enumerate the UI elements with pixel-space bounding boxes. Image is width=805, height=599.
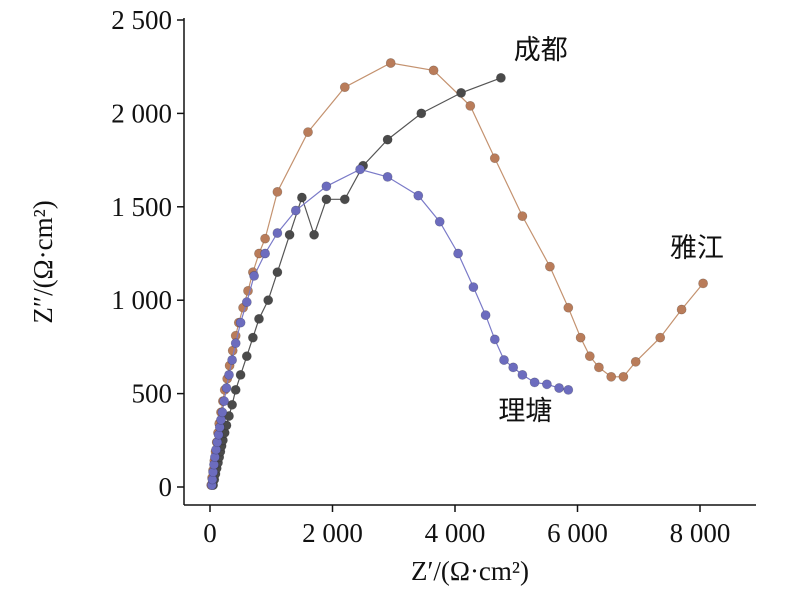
series-label: 理塘 (498, 396, 552, 427)
series-label: 成都 (514, 35, 568, 66)
data-point (230, 338, 241, 349)
data-point (489, 153, 500, 164)
series-line (211, 168, 569, 486)
y-tick-label: 2 000 (111, 98, 172, 128)
data-point (217, 407, 228, 418)
data-point (355, 164, 365, 175)
data-point (554, 383, 564, 393)
data-point (413, 190, 424, 201)
data-point (227, 399, 237, 410)
data-point (339, 82, 350, 93)
data-point (416, 108, 427, 119)
series-line (212, 77, 502, 486)
data-point (249, 270, 259, 281)
data-point (676, 304, 687, 315)
data-point (456, 88, 466, 98)
x-axis-label: Z′/(Ω·cm²) (411, 556, 529, 586)
data-point (260, 248, 270, 259)
data-point (468, 282, 479, 292)
data-point (489, 334, 500, 345)
data-point (224, 369, 234, 380)
data-point (385, 58, 396, 68)
data-point (219, 396, 229, 406)
data-point (227, 355, 237, 365)
y-tick-label: 500 (132, 379, 173, 409)
x-tick-label: 0 (203, 518, 217, 548)
data-point (321, 194, 332, 205)
data-point (247, 332, 258, 343)
data-point (254, 313, 264, 324)
x-tick-label: 4 000 (425, 518, 486, 548)
data-point (272, 228, 283, 238)
data-point (575, 332, 586, 343)
y-tick-label: 2 500 (111, 5, 172, 35)
data-point (517, 369, 528, 380)
data-point (241, 351, 252, 362)
series-layer (206, 58, 708, 490)
y-tick-label: 1 000 (111, 285, 172, 315)
data-point (655, 332, 666, 343)
ticks: 0 2 000 4 000 6 000 8 000 0 500 1 000 1 500 2 000… (111, 5, 730, 548)
data-point (309, 229, 319, 240)
data-point (221, 383, 232, 393)
data-point (260, 233, 270, 244)
data-point (382, 171, 393, 182)
data-point (453, 248, 463, 259)
axes (183, 18, 756, 506)
data-point (542, 379, 552, 390)
x-tick-label: 8 000 (670, 518, 731, 548)
data-point (296, 192, 307, 203)
data-point (241, 297, 252, 307)
data-point (303, 127, 313, 138)
data-point (235, 369, 246, 380)
data-point (339, 194, 350, 205)
data-point (517, 211, 528, 221)
data-point (606, 371, 617, 382)
y-axis-label: Z″/(Ω·cm²) (28, 200, 58, 323)
data-point (618, 371, 629, 382)
data-point (263, 295, 274, 306)
data-point (290, 205, 301, 216)
y-tick-label: 1 500 (111, 192, 172, 222)
series-label: 雅江 (670, 233, 724, 264)
data-point (428, 65, 439, 76)
data-point (563, 302, 574, 313)
data-point (382, 134, 393, 145)
y-tick-label: 0 (159, 472, 173, 502)
series-line (210, 62, 704, 486)
data-point (465, 101, 476, 111)
data-point (508, 362, 519, 373)
data-point (230, 384, 241, 395)
data-point (545, 261, 555, 272)
data-point (272, 186, 283, 197)
data-point (499, 355, 509, 365)
x-tick-label: 2 000 (302, 518, 363, 548)
data-point (284, 229, 295, 240)
data-point (495, 73, 506, 83)
data-point (563, 384, 574, 395)
data-point (584, 351, 595, 362)
data-point (480, 310, 491, 320)
data-point (698, 278, 708, 289)
data-point (630, 356, 641, 367)
data-point (272, 267, 283, 278)
x-tick-label: 6 000 (547, 518, 608, 548)
data-point (434, 216, 445, 227)
data-point (235, 317, 246, 328)
data-point (321, 181, 332, 192)
series-理塘 (206, 164, 574, 490)
data-point (529, 377, 540, 388)
data-point (594, 362, 604, 373)
